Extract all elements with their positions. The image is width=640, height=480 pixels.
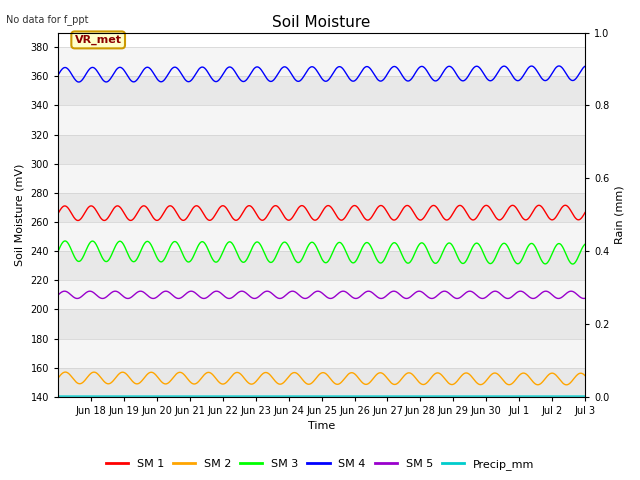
Bar [58, 251, 585, 280]
Text: VR_met: VR_met [75, 35, 122, 45]
Bar [58, 106, 585, 134]
Bar [58, 76, 585, 106]
X-axis label: Time: Time [308, 421, 335, 432]
Y-axis label: Rain (mm): Rain (mm) [615, 185, 625, 244]
Bar [58, 47, 585, 76]
Bar [58, 280, 585, 310]
Bar [58, 310, 585, 338]
Bar [58, 164, 585, 193]
Bar [58, 134, 585, 164]
Bar [58, 338, 585, 368]
Legend: SM 1, SM 2, SM 3, SM 4, SM 5, Precip_mm: SM 1, SM 2, SM 3, SM 4, SM 5, Precip_mm [101, 455, 539, 474]
Bar [58, 222, 585, 251]
Bar [58, 193, 585, 222]
Y-axis label: Soil Moisture (mV): Soil Moisture (mV) [15, 164, 25, 266]
Title: Soil Moisture: Soil Moisture [273, 15, 371, 30]
Text: No data for f_ppt: No data for f_ppt [6, 14, 89, 25]
Bar [58, 368, 585, 397]
